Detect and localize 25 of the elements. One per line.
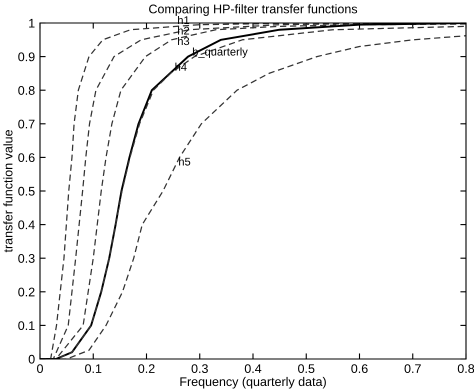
y-tick-label: 0.5 — [18, 186, 35, 196]
y-tick-label: 0.8 — [18, 86, 35, 95]
x-tick-label: 0.8 — [458, 364, 474, 374]
y-tick-label: 0.1 — [18, 321, 35, 330]
x-tick-label: 0.1 — [85, 364, 102, 374]
y-tick-label: 0.2 — [18, 288, 35, 296]
y-tick-label: 0.4 — [18, 220, 35, 230]
x-tick-label: 0.2 — [138, 364, 155, 374]
x-axis-title: Frequency (quarterly data) — [180, 376, 326, 389]
y-tick-label: 1 — [29, 18, 35, 28]
annotation: h3 — [178, 36, 190, 46]
y-tick-label: 0.7 — [18, 120, 35, 128]
y-tick-label: 0.3 — [18, 254, 35, 263]
y-tick-label: 0.9 — [18, 52, 35, 62]
y-tick-label: 0.6 — [18, 153, 35, 162]
x-tick-label: 0.7 — [404, 364, 421, 374]
chart-title: Comparing HP-filter transfer functions — [149, 4, 358, 16]
x-tick-label: 0 — [37, 364, 43, 374]
annotation: h5 — [179, 157, 190, 166]
x-tick-label: 0.5 — [298, 364, 314, 374]
y-axis-title: transfer function value — [3, 130, 13, 252]
x-tick-label: 0.6 — [351, 364, 368, 374]
x-tick-label: 0.4 — [244, 364, 262, 374]
x-tick-label: 0.3 — [192, 364, 208, 374]
y-tick-label: 0 — [28, 354, 35, 364]
